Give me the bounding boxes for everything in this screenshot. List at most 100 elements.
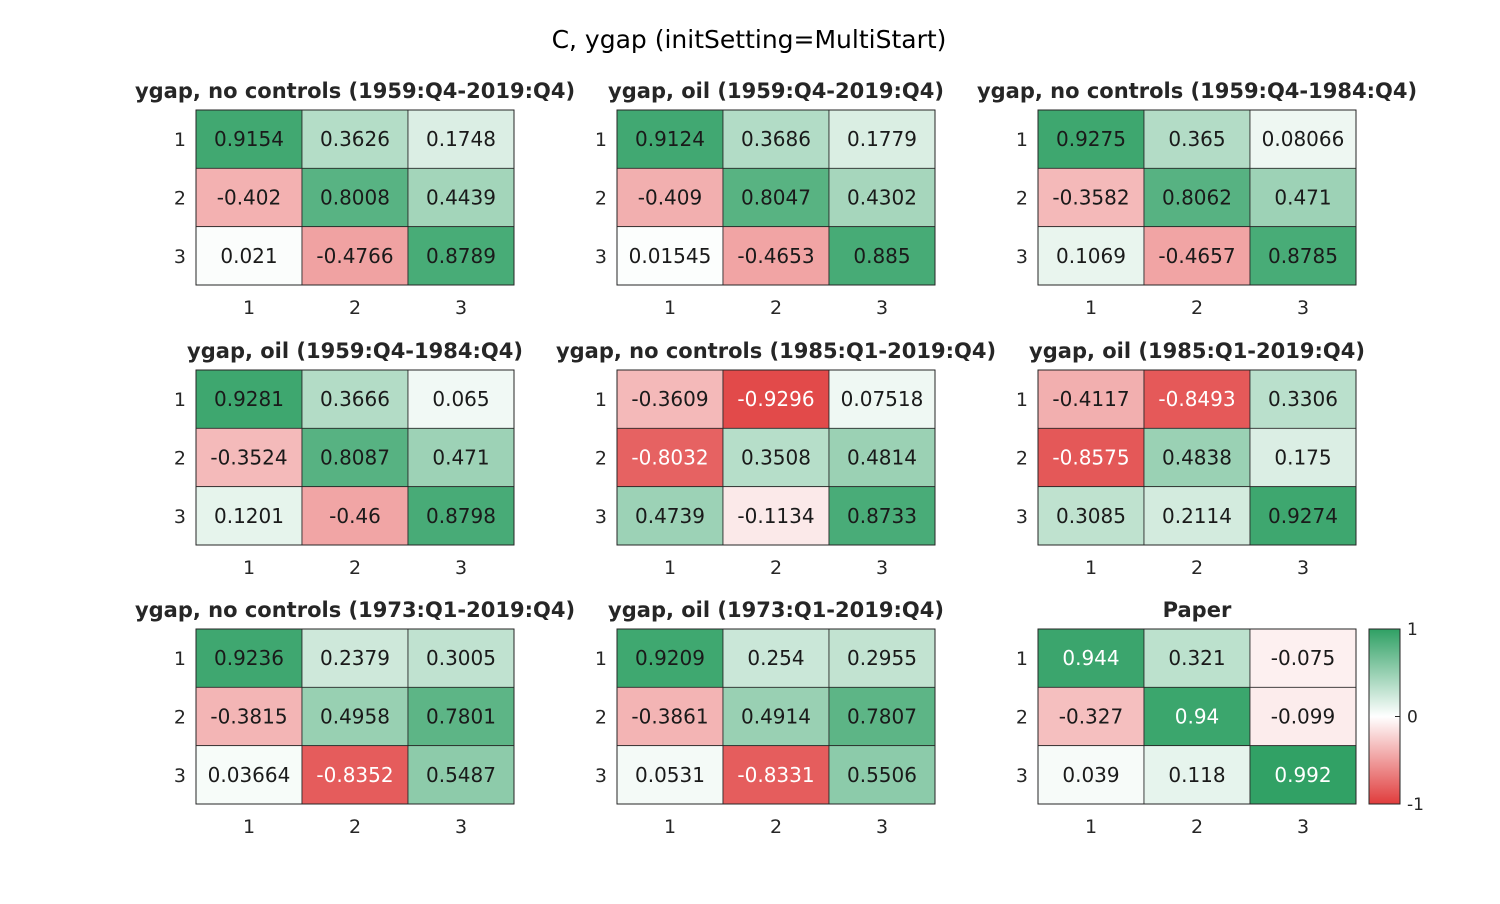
heatmap-cell <box>1037 486 1145 546</box>
heatmap-cell <box>1037 686 1145 747</box>
cell-label: -0.8493 <box>1158 387 1235 411</box>
heatmap-cell <box>301 486 409 546</box>
x-tick-label: 1 <box>1085 557 1097 579</box>
y-tick-label: 2 <box>595 448 607 470</box>
cell-label: -0.4657 <box>1158 244 1235 268</box>
x-tick-label: 3 <box>455 297 467 319</box>
y-tick-label: 3 <box>174 246 186 268</box>
y-tick-label: 2 <box>1016 448 1028 470</box>
cell-label: 0.9209 <box>635 646 705 670</box>
y-tick-label: 3 <box>174 765 186 787</box>
y-tick-label: 1 <box>1016 129 1028 151</box>
y-tick-label: 3 <box>1016 246 1028 268</box>
cell-label: -0.409 <box>638 186 702 210</box>
heatmap-cell <box>1037 109 1145 169</box>
cell-label: 0.3306 <box>1268 387 1338 411</box>
heatmap-cell <box>1037 427 1145 488</box>
cell-label: 0.2114 <box>1162 504 1232 528</box>
cell-label: -0.4766 <box>316 244 393 268</box>
cell-label: 0.1779 <box>847 127 917 151</box>
cell-label: 0.944 <box>1062 646 1119 670</box>
heatmap-frame <box>616 369 936 546</box>
y-tick-label: 3 <box>595 765 607 787</box>
heatmap-cell <box>407 486 515 546</box>
cell-label: 0.885 <box>853 244 910 268</box>
x-tick-label: 2 <box>349 816 361 838</box>
cell-label: 0.8047 <box>741 186 811 210</box>
heatmap-frame <box>195 109 515 286</box>
x-tick-label: 3 <box>876 816 888 838</box>
cell-label: 0.8785 <box>1268 244 1338 268</box>
x-tick-label: 3 <box>455 816 467 838</box>
heatmap-cell <box>195 167 303 228</box>
heatmap-cell <box>1249 486 1357 546</box>
cell-label: 0.8733 <box>847 504 917 528</box>
heatmap-panel: ygap, no controls (1959:Q4-1984:Q4) 0.927… <box>977 79 1417 319</box>
heatmap-cell <box>1249 686 1357 747</box>
y-tick-label: 1 <box>174 389 186 411</box>
heatmap-cell <box>195 109 303 169</box>
heatmap-panel: ygap, oil (1973:Q1-2019:Q4) 0.9209 0.254 0.… <box>595 598 944 838</box>
cell-label: 0.3666 <box>320 387 390 411</box>
heatmap-cell <box>1143 745 1251 805</box>
heatmap-panel: ygap, oil (1985:Q1-2019:Q4) -0.4117 -0.849… <box>1016 339 1365 579</box>
cell-label: 0.0531 <box>635 763 705 787</box>
x-tick-label: 1 <box>664 297 676 319</box>
heatmap-cell <box>1037 226 1145 286</box>
cell-label: 0.5506 <box>847 763 917 787</box>
cell-label: -0.9296 <box>737 387 814 411</box>
heatmap-cell <box>301 109 409 169</box>
y-tick-label: 2 <box>1016 188 1028 210</box>
heatmap-frame <box>195 369 515 546</box>
x-tick-label: 2 <box>770 297 782 319</box>
cell-label: 0.471 <box>432 446 489 470</box>
heatmap-cell <box>1037 167 1145 228</box>
heatmap-title: ygap, no controls (1959:Q4-2019:Q4) <box>135 79 575 103</box>
cell-label: 0.039 <box>1062 763 1119 787</box>
x-tick-label: 2 <box>1191 297 1203 319</box>
cell-label: 0.4914 <box>741 705 811 729</box>
heatmap-title: ygap, no controls (1959:Q4-1984:Q4) <box>977 79 1417 103</box>
cell-label: 0.7801 <box>426 705 496 729</box>
heatmap-cell <box>1249 427 1357 488</box>
heatmap-cell <box>722 226 830 286</box>
heatmap-frame <box>195 628 515 805</box>
cell-label: 0.3005 <box>426 646 496 670</box>
y-tick-label: 2 <box>174 707 186 729</box>
cell-label: 0.2379 <box>320 646 390 670</box>
heatmap-panel: ygap, oil (1959:Q4-2019:Q4) 0.9124 0.3686 0… <box>595 79 944 319</box>
cell-label: 0.1069 <box>1056 244 1126 268</box>
x-tick-label: 3 <box>876 557 888 579</box>
heatmap-cell <box>828 109 936 169</box>
cell-label: 0.4739 <box>635 504 705 528</box>
heatmap-title: Paper <box>1163 598 1232 622</box>
cell-label: -0.3582 <box>1052 186 1129 210</box>
cell-label: 0.5487 <box>426 763 496 787</box>
x-tick-label: 1 <box>664 816 676 838</box>
cell-label: 0.2955 <box>847 646 917 670</box>
heatmap-cell <box>301 226 409 286</box>
heatmap-panel: ygap, no controls (1959:Q4-2019:Q4) 0.915… <box>135 79 575 319</box>
cell-label: 0.01545 <box>629 244 712 268</box>
heatmap-panel: ygap, oil (1959:Q4-1984:Q4) 0.9281 0.3666 0… <box>174 339 523 579</box>
y-tick-label: 1 <box>174 648 186 670</box>
x-tick-label: 2 <box>349 297 361 319</box>
heatmap-cell <box>407 167 515 228</box>
cell-label: 0.1201 <box>214 504 284 528</box>
x-tick-label: 3 <box>876 297 888 319</box>
heatmap-cell <box>828 628 936 688</box>
colorbar-tick-label: 1 <box>1407 620 1418 640</box>
cell-label: -0.4117 <box>1052 387 1129 411</box>
cell-label: 0.4838 <box>1162 446 1232 470</box>
cell-label: 0.07518 <box>841 387 924 411</box>
cell-label: 0.7807 <box>847 705 917 729</box>
x-tick-label: 2 <box>349 557 361 579</box>
heatmap-cell <box>195 369 303 429</box>
heatmap-panel: ygap, no controls (1973:Q1-2019:Q4) 0.923… <box>135 598 575 838</box>
cell-label: 0.1748 <box>426 127 496 151</box>
cell-label: -0.8331 <box>737 763 814 787</box>
cell-label: -0.3609 <box>631 387 708 411</box>
cell-label: 0.3508 <box>741 446 811 470</box>
